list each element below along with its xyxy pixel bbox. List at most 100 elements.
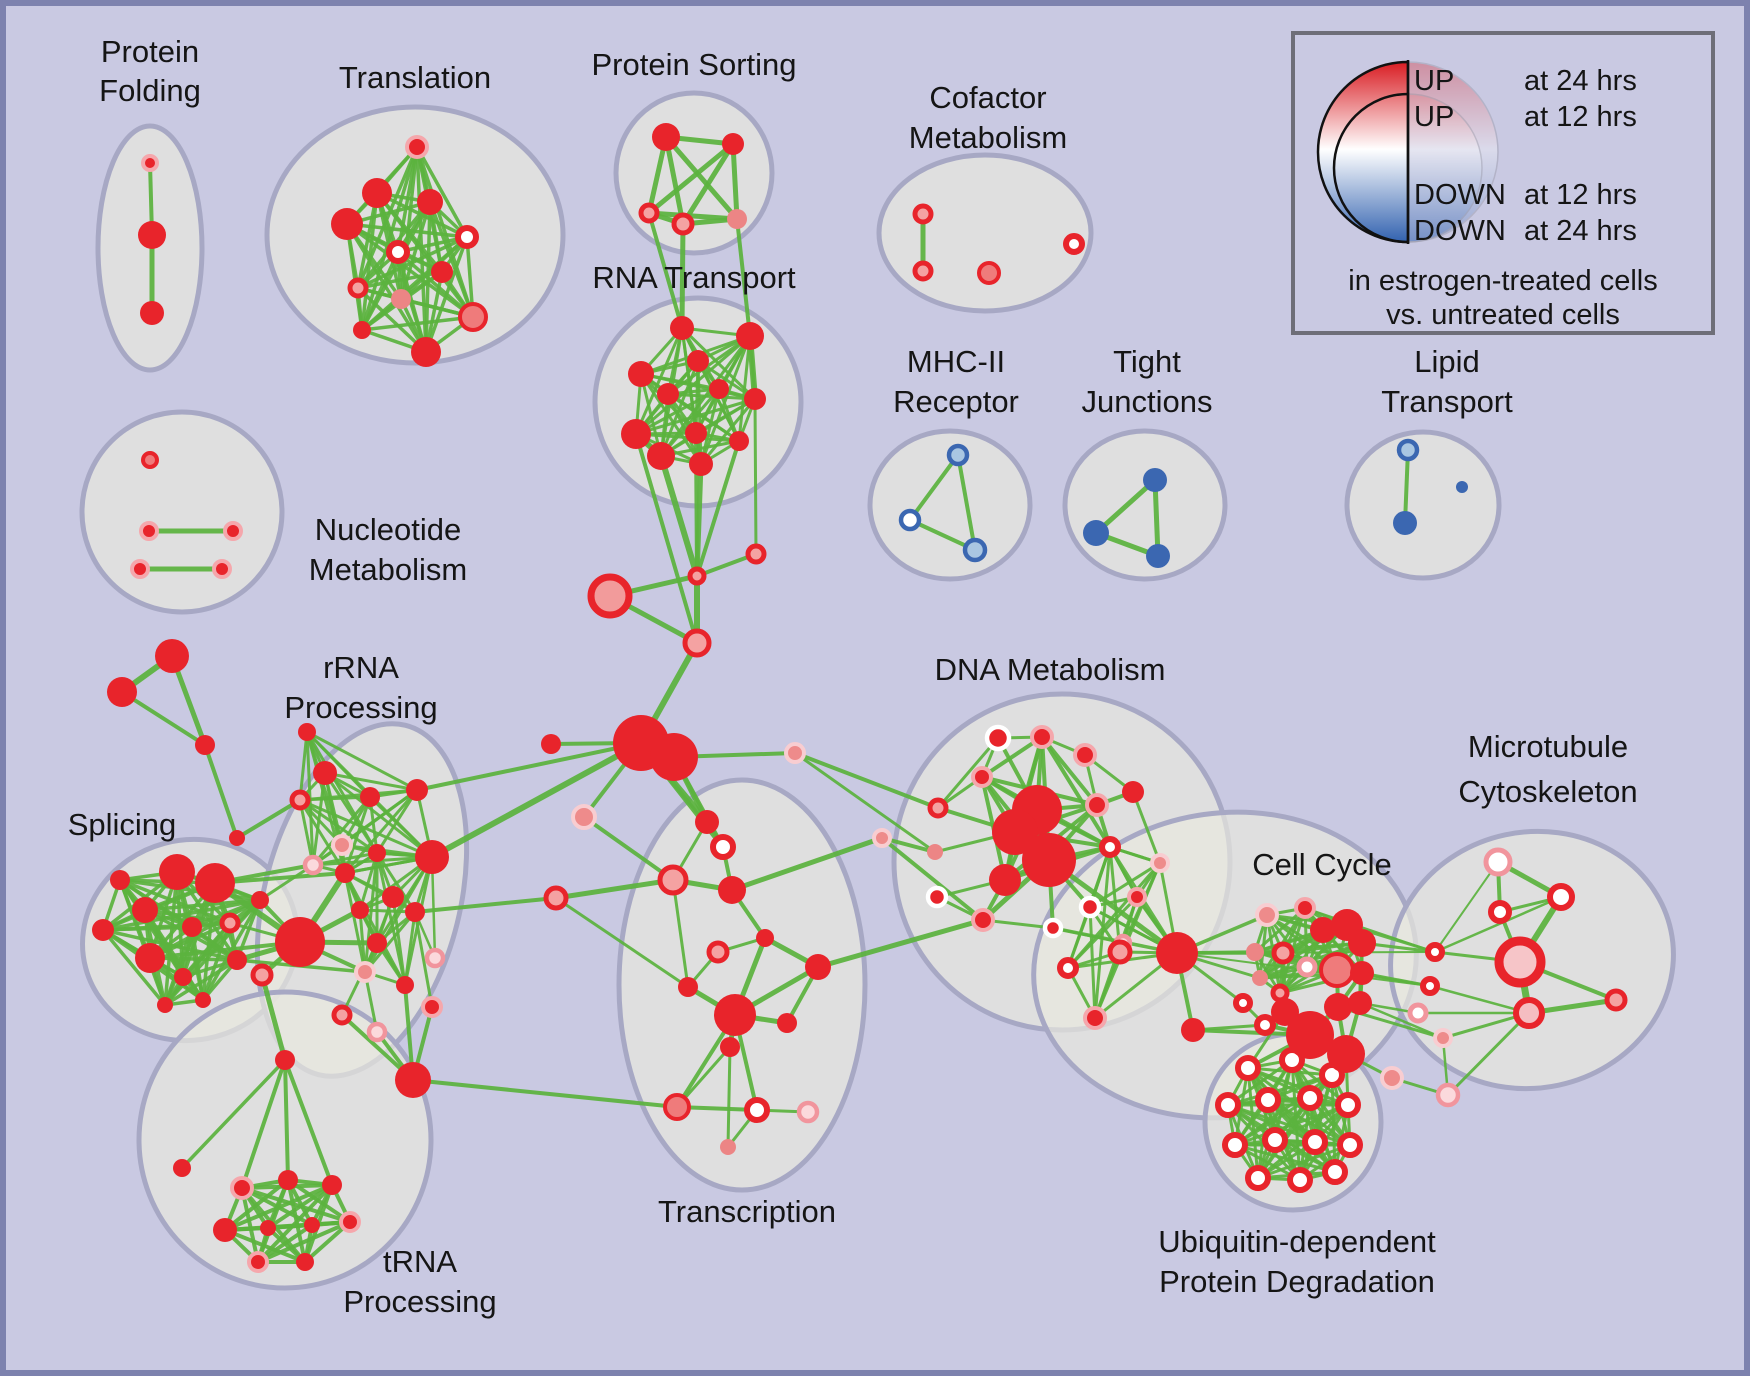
interaction-edge [343, 788, 419, 875]
interaction-edge [1191, 1023, 1267, 1032]
gene-node [1262, 1127, 1288, 1153]
gene-node [92, 919, 114, 941]
interaction-edge [880, 836, 985, 922]
gene-node [250, 963, 274, 987]
gene-node [1380, 1066, 1404, 1090]
interaction-edge [240, 1186, 260, 1264]
gene-node [415, 840, 449, 874]
legend-inner-right-half [1407, 93, 1483, 243]
interaction-edge [659, 387, 721, 458]
interaction-edge [753, 397, 758, 556]
gene-node [1246, 943, 1264, 961]
gene-node [1042, 917, 1064, 939]
interaction-edge [1226, 1058, 1294, 1107]
cluster-label: Microtubule [1468, 729, 1628, 764]
interaction-edge [699, 334, 752, 466]
interaction-edge [647, 211, 684, 330]
cluster-label: Receptor [893, 384, 1019, 419]
gene-node [729, 431, 749, 451]
gene-node [421, 996, 443, 1018]
gene-node [1513, 997, 1545, 1029]
gene-node [313, 761, 337, 785]
interaction-edge [163, 958, 239, 1007]
legend-time-up12: at 12 hrs [1524, 101, 1637, 133]
gene-node [195, 992, 211, 1008]
gene-node [353, 321, 371, 339]
gene-node [912, 203, 934, 225]
gene-node [1433, 1028, 1453, 1048]
gene-node [139, 521, 159, 541]
gene-node [736, 322, 764, 350]
cluster-label: Metabolism [909, 120, 1068, 155]
interaction-edge [396, 250, 475, 319]
gene-node [405, 135, 429, 159]
cluster-label: Junctions [1082, 384, 1213, 419]
gene-node [339, 1211, 361, 1233]
gene-node [718, 876, 746, 904]
interaction-edge [283, 1058, 334, 1187]
legend-direction-up24: UP [1414, 65, 1454, 97]
gene-node [1099, 836, 1121, 858]
gene-node [1350, 961, 1374, 985]
interaction-edge [1108, 845, 1122, 954]
gene-node [709, 379, 729, 399]
gene-node [229, 830, 245, 846]
legend-direction-down12: DOWN [1414, 179, 1506, 211]
cluster-ellipse-nucleotide-metabolism [79, 409, 285, 615]
interaction-edge [634, 432, 699, 645]
gene-node [351, 901, 369, 919]
interaction-edge [1233, 1103, 1350, 1147]
cluster-label: Metabolism [309, 552, 468, 587]
gene-node [405, 902, 425, 922]
interaction-edge [1428, 984, 1531, 1015]
interaction-edge [646, 141, 736, 216]
gene-node [296, 1253, 314, 1271]
interaction-edge [680, 141, 736, 227]
interaction-edge [1256, 1143, 1352, 1180]
cluster-label: Translation [339, 60, 491, 95]
interaction-edge [737, 334, 752, 443]
gene-node [395, 1062, 431, 1098]
gene-node [417, 189, 443, 215]
interaction-edge [413, 896, 558, 914]
gene-node [756, 929, 774, 947]
gene-node [195, 735, 215, 755]
cluster-label: Lipid [1414, 344, 1480, 379]
interaction-edge [240, 1186, 352, 1224]
interaction-edge [726, 1045, 732, 1149]
gene-node [1294, 897, 1316, 919]
gene-node [251, 891, 269, 909]
gene-node [962, 537, 988, 563]
interaction-edge [671, 878, 690, 989]
cluster-label: DNA Metabolism [935, 652, 1166, 687]
gene-node [141, 451, 159, 469]
gene-node [720, 1037, 740, 1057]
gene-node [289, 789, 311, 811]
interaction-edge [634, 397, 757, 436]
interaction-edge [360, 250, 400, 332]
gene-node [278, 1170, 298, 1190]
gene-node [1083, 520, 1109, 546]
legend: UP at 24 hrs UP at 12 hrs DOWN at 12 hrs… [1291, 31, 1715, 335]
interaction-edge [235, 898, 262, 962]
gene-node [455, 225, 479, 249]
interaction-edge [258, 863, 315, 902]
cluster-label: Protein [101, 34, 199, 69]
interaction-edge [343, 871, 367, 974]
gene-node [1287, 1167, 1313, 1193]
gene-node [1327, 1035, 1365, 1073]
gene-node [322, 1175, 342, 1195]
cluster-label: MHC-II [907, 344, 1005, 379]
gene-node [1396, 438, 1420, 462]
gene-node [1393, 511, 1417, 535]
interaction-edge [298, 788, 419, 802]
gene-node [678, 977, 698, 997]
gene-node [1324, 993, 1352, 1021]
interaction-edge [553, 877, 676, 901]
cluster-label: Ubiquitin-dependent [1158, 1224, 1436, 1259]
gene-node [898, 508, 922, 532]
gene-node [1235, 1055, 1261, 1081]
interaction-edge [582, 815, 675, 882]
interaction-edge [363, 851, 379, 974]
cluster-label: Transport [1381, 384, 1513, 419]
